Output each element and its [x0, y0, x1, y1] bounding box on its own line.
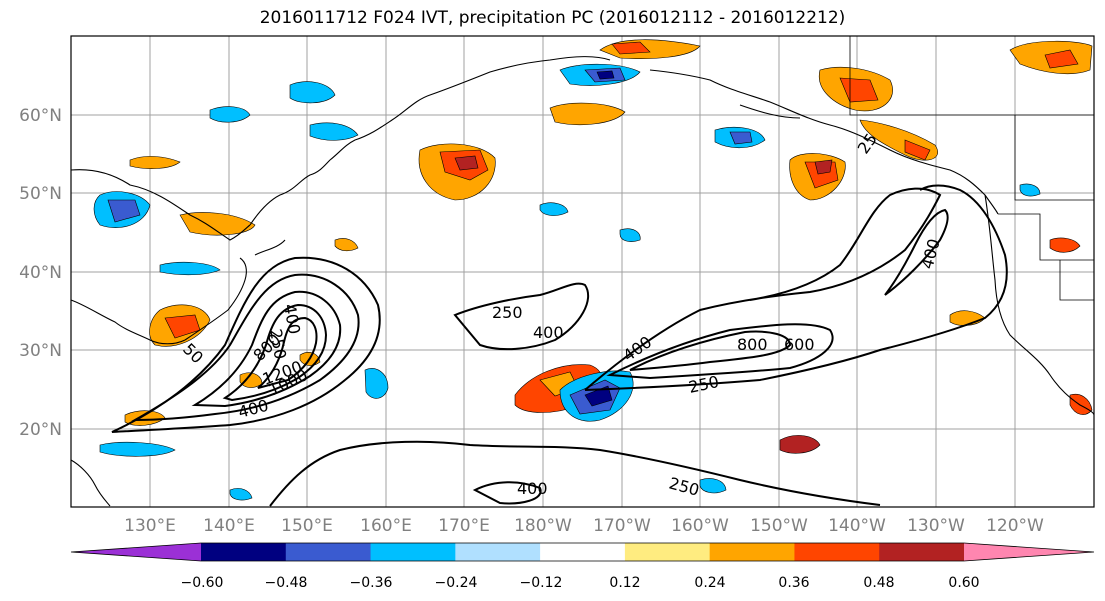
lon-label: 140°E: [203, 516, 255, 536]
contour-label: 400: [533, 323, 564, 342]
colorbar-tick-label: −0.36: [350, 575, 393, 591]
coastlines: [70, 56, 1095, 507]
colorbar: [70, 542, 1095, 562]
lon-label: 150°E: [281, 516, 333, 536]
colorbar-extend-max: [964, 543, 1094, 561]
lat-label: 20°N: [19, 420, 62, 440]
map-title: 2016011712 F024 IVT, precipitation PC (2…: [259, 8, 846, 28]
lon-label: 170°E: [438, 516, 490, 536]
colorbar-extend-min: [71, 543, 201, 561]
colorbar-segment: [285, 543, 372, 561]
colorbar-tick-label: 0.48: [863, 575, 894, 591]
colorbar-tick-label: −0.60: [181, 575, 224, 591]
colorbar-tick-label: 0.24: [694, 575, 725, 591]
contour-label: 400: [517, 479, 548, 498]
contour-label: 800: [737, 335, 768, 354]
lat-label: 30°N: [19, 341, 62, 361]
colorbar-segment: [201, 543, 287, 561]
colorbar-tick-label: 0.12: [609, 575, 640, 591]
map-frame: [70, 35, 1095, 508]
colorbar-segment: [540, 543, 626, 561]
colorbar-tick-label: −0.48: [265, 575, 308, 591]
colorbar-segment: [455, 543, 541, 561]
latitude-labels: 20°N 30°N 40°N 50°N 60°N: [19, 106, 62, 440]
colorbar-outline: [70, 542, 1095, 562]
borders: [849, 36, 1094, 301]
colorbar-tick-labels: −0.60 −0.48 −0.36 −0.24 −0.12 0.12 0.24 …: [181, 575, 980, 591]
lon-label: 130°E: [124, 516, 176, 536]
colorbar-tick-label: 0.60: [948, 575, 979, 591]
ivt-contours: [111, 184, 1008, 507]
colorbar-tick-label: −0.24: [435, 575, 478, 591]
lon-label: 180°W: [514, 516, 572, 536]
lat-label: 50°N: [19, 184, 62, 204]
lon-label: 160°E: [360, 516, 412, 536]
colorbar-tick-label: −0.12: [520, 575, 563, 591]
lon-label: 170°W: [593, 516, 651, 536]
colorbar-segment: [624, 543, 711, 561]
lat-label: 40°N: [19, 263, 62, 283]
lon-label: 120°W: [986, 516, 1044, 536]
colorbar-tick-label: 0.36: [778, 575, 809, 591]
lat-label: 60°N: [19, 106, 62, 126]
lon-label: 140°W: [828, 516, 886, 536]
colorbar-segment: [879, 543, 965, 561]
precip-patches: [93, 39, 1093, 501]
lon-label: 160°W: [671, 516, 729, 536]
contour-label: 600: [784, 335, 815, 354]
lon-label: 130°W: [907, 516, 965, 536]
lon-label: 150°W: [750, 516, 808, 536]
colorbar-segment: [370, 543, 456, 561]
colorbar-segment: [794, 543, 880, 561]
longitude-labels: 130°E 140°E 150°E 160°E 170°E 180°W 170°…: [124, 516, 1044, 536]
contour-label: 250: [492, 303, 523, 322]
colorbar-segment: [709, 543, 795, 561]
